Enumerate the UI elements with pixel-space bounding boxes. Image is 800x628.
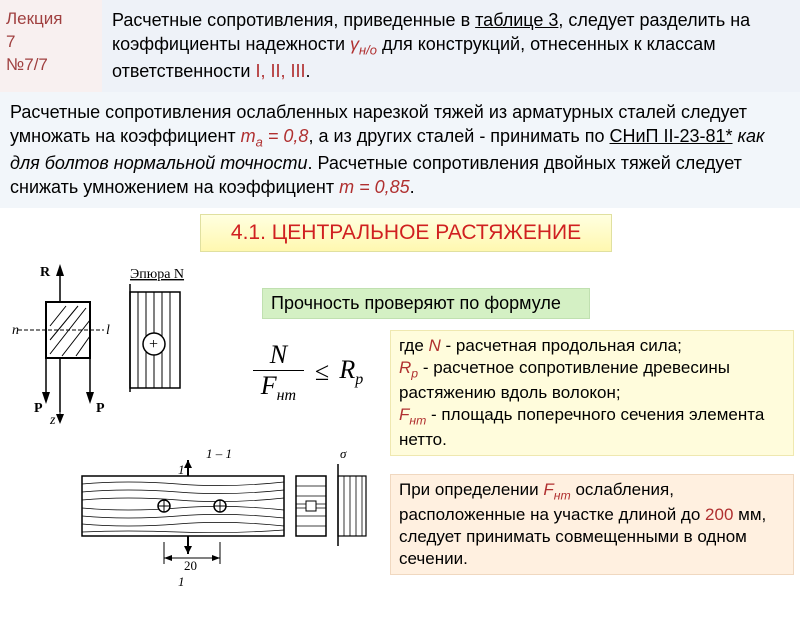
legend-F: Fнт (399, 405, 426, 424)
table-link[interactable]: таблице 3 (475, 10, 558, 30)
classes: I, II, III (255, 61, 305, 81)
note-box: При определении Fнт ослабления, располож… (390, 474, 794, 576)
svg-text:σ: σ (340, 446, 347, 461)
svg-text:n: n (12, 323, 19, 338)
section-title: 4.1. ЦЕНТРАЛЬНОЕ РАСТЯЖЕНИЕ (200, 214, 612, 252)
svg-text:Эпюра N: Эпюра N (130, 267, 184, 282)
coef-m: m = 0,85 (339, 177, 410, 197)
content-area: R n l P P z Эп (0, 258, 800, 628)
svg-text:R: R (40, 265, 51, 280)
lecture-badge: Лекция 7 №7/7 (0, 0, 102, 92)
legend-N: N (429, 336, 441, 355)
svg-text:z: z (49, 413, 56, 427)
formula-label: Прочность проверяют по формуле (262, 288, 590, 319)
paragraph-1: Расчетные сопротивления, приведенные в т… (102, 0, 800, 92)
paragraph-2: Расчетные сопротивления ослабленных наре… (0, 92, 800, 208)
lecture-num: 7 (6, 31, 96, 54)
note-200: 200 (705, 505, 733, 524)
formula-legend: где N - расчетная продольная сила; Rр - … (390, 330, 794, 457)
coef-ma: mа = 0,8 (241, 126, 309, 146)
lecture-label: Лекция (6, 8, 96, 31)
svg-text:1: 1 (178, 574, 185, 589)
legend-R: Rр (399, 358, 418, 377)
formula: N Fнт ≤ Rр (234, 340, 382, 416)
diagram-section: 1 – 1 σ 1 (78, 446, 378, 591)
svg-text:1: 1 (178, 462, 185, 477)
note-F: Fнт (543, 480, 570, 499)
svg-text:P: P (34, 401, 43, 416)
svg-text:+: + (149, 336, 158, 353)
header-row: Лекция 7 №7/7 Расчетные сопротивления, п… (0, 0, 800, 92)
diagram-tension: R n l P P z Эп (4, 262, 234, 427)
snip-link[interactable]: СНиП II-23-81* (610, 126, 733, 146)
svg-text:1 – 1: 1 – 1 (206, 446, 232, 461)
gamma-symbol: γн/о (350, 34, 377, 54)
lecture-slide-num: №7/7 (6, 54, 96, 77)
svg-text:P: P (96, 401, 105, 416)
svg-text:l: l (106, 323, 110, 338)
svg-text:20: 20 (184, 558, 197, 573)
